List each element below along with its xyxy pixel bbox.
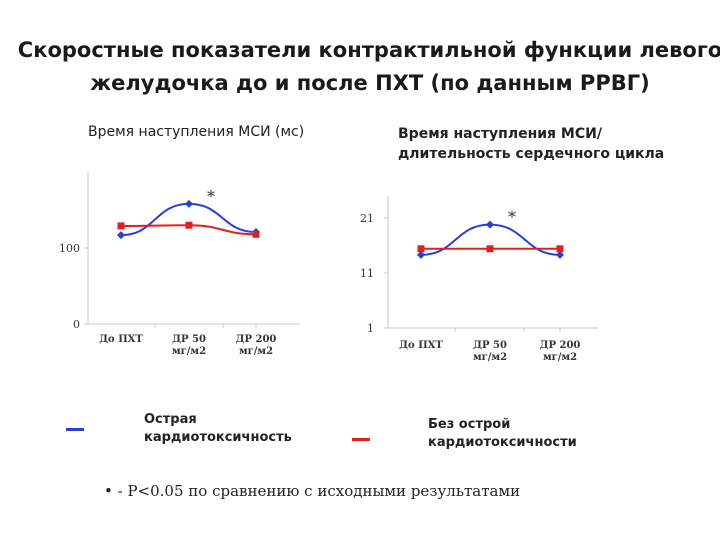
chart2-x-tick-label: ДР 200 мг/м2 (540, 340, 581, 363)
chart2-x-tick-label: ДР 50 мг/м2 (473, 340, 507, 363)
legend-red-label: Без острой кардиотоксичности (428, 416, 577, 452)
chart2-significance-marker: * (508, 208, 516, 227)
chart1-series-1-point (185, 199, 193, 208)
chart1-x-tick-label: До ПХТ (99, 334, 143, 345)
chart2-y-tick-label: 11 (360, 267, 374, 280)
slide-title-line2: желудочка до и после ПХТ (по данным РРВГ… (90, 71, 650, 95)
chart1-x-tick-label: ДР 50 мг/м2 (172, 334, 206, 357)
legend-red-swatch (352, 438, 370, 441)
slide-title-line1: Скоростные показатели контрактильной фун… (17, 38, 720, 62)
chart2-series-1-point (417, 250, 425, 259)
chart2-series-1-point (556, 250, 564, 259)
legend-red-label-line2: кардиотоксичности (428, 435, 577, 450)
chart1-series-2-point (252, 230, 260, 238)
chart1-y-tick-label: 100 (59, 242, 80, 255)
legend-blue-swatch (66, 428, 84, 431)
chart1-series-2-point (117, 222, 125, 230)
chart1-series-2-point (185, 221, 193, 229)
legend-blue-label-line2: кардиотоксичность (144, 430, 292, 445)
chart1-series-1-line (120, 202, 257, 237)
legend-blue-label: Острая кардиотоксичность (144, 411, 292, 447)
footnote: • - Р<0.05 по сравнению с исходными резу… (104, 482, 521, 500)
chart2-y-tick-label: 21 (360, 212, 374, 225)
chart1-y-tick-label: 0 (73, 318, 80, 331)
chart2-title-line1: Время наступления МСИ/ (398, 126, 602, 142)
slide-title: Скоростные показатели контрактильной фун… (0, 34, 720, 100)
legend-red-label-line1: Без острой (428, 417, 511, 432)
chart1-series-1-point (117, 231, 125, 240)
chart1-significance-marker: * (207, 187, 215, 206)
chart2-series-2-point (417, 245, 425, 253)
legend-blue-label-line1: Острая (144, 412, 197, 427)
chart2-x-tick-label: До ПХТ (399, 340, 443, 351)
chart2-title: Время наступления МСИ/ длительность серд… (398, 124, 664, 164)
chart-1: 0 100 До ПХТ ДР 50 мг/м2 ДР 200 мг/м2 * (59, 172, 300, 357)
chart2-title-line2: длительность сердечного цикла (398, 146, 665, 162)
chart2-series-2-point (486, 245, 494, 253)
chart2-series-1-point (486, 220, 494, 229)
chart2-y-tick-label: 1 (367, 322, 374, 335)
chart1-x-tick-label: ДР 200 мг/м2 (236, 334, 277, 357)
chart2-series-2-point (556, 245, 564, 253)
chart1-title: Время наступления МСИ (мс) (88, 124, 305, 140)
